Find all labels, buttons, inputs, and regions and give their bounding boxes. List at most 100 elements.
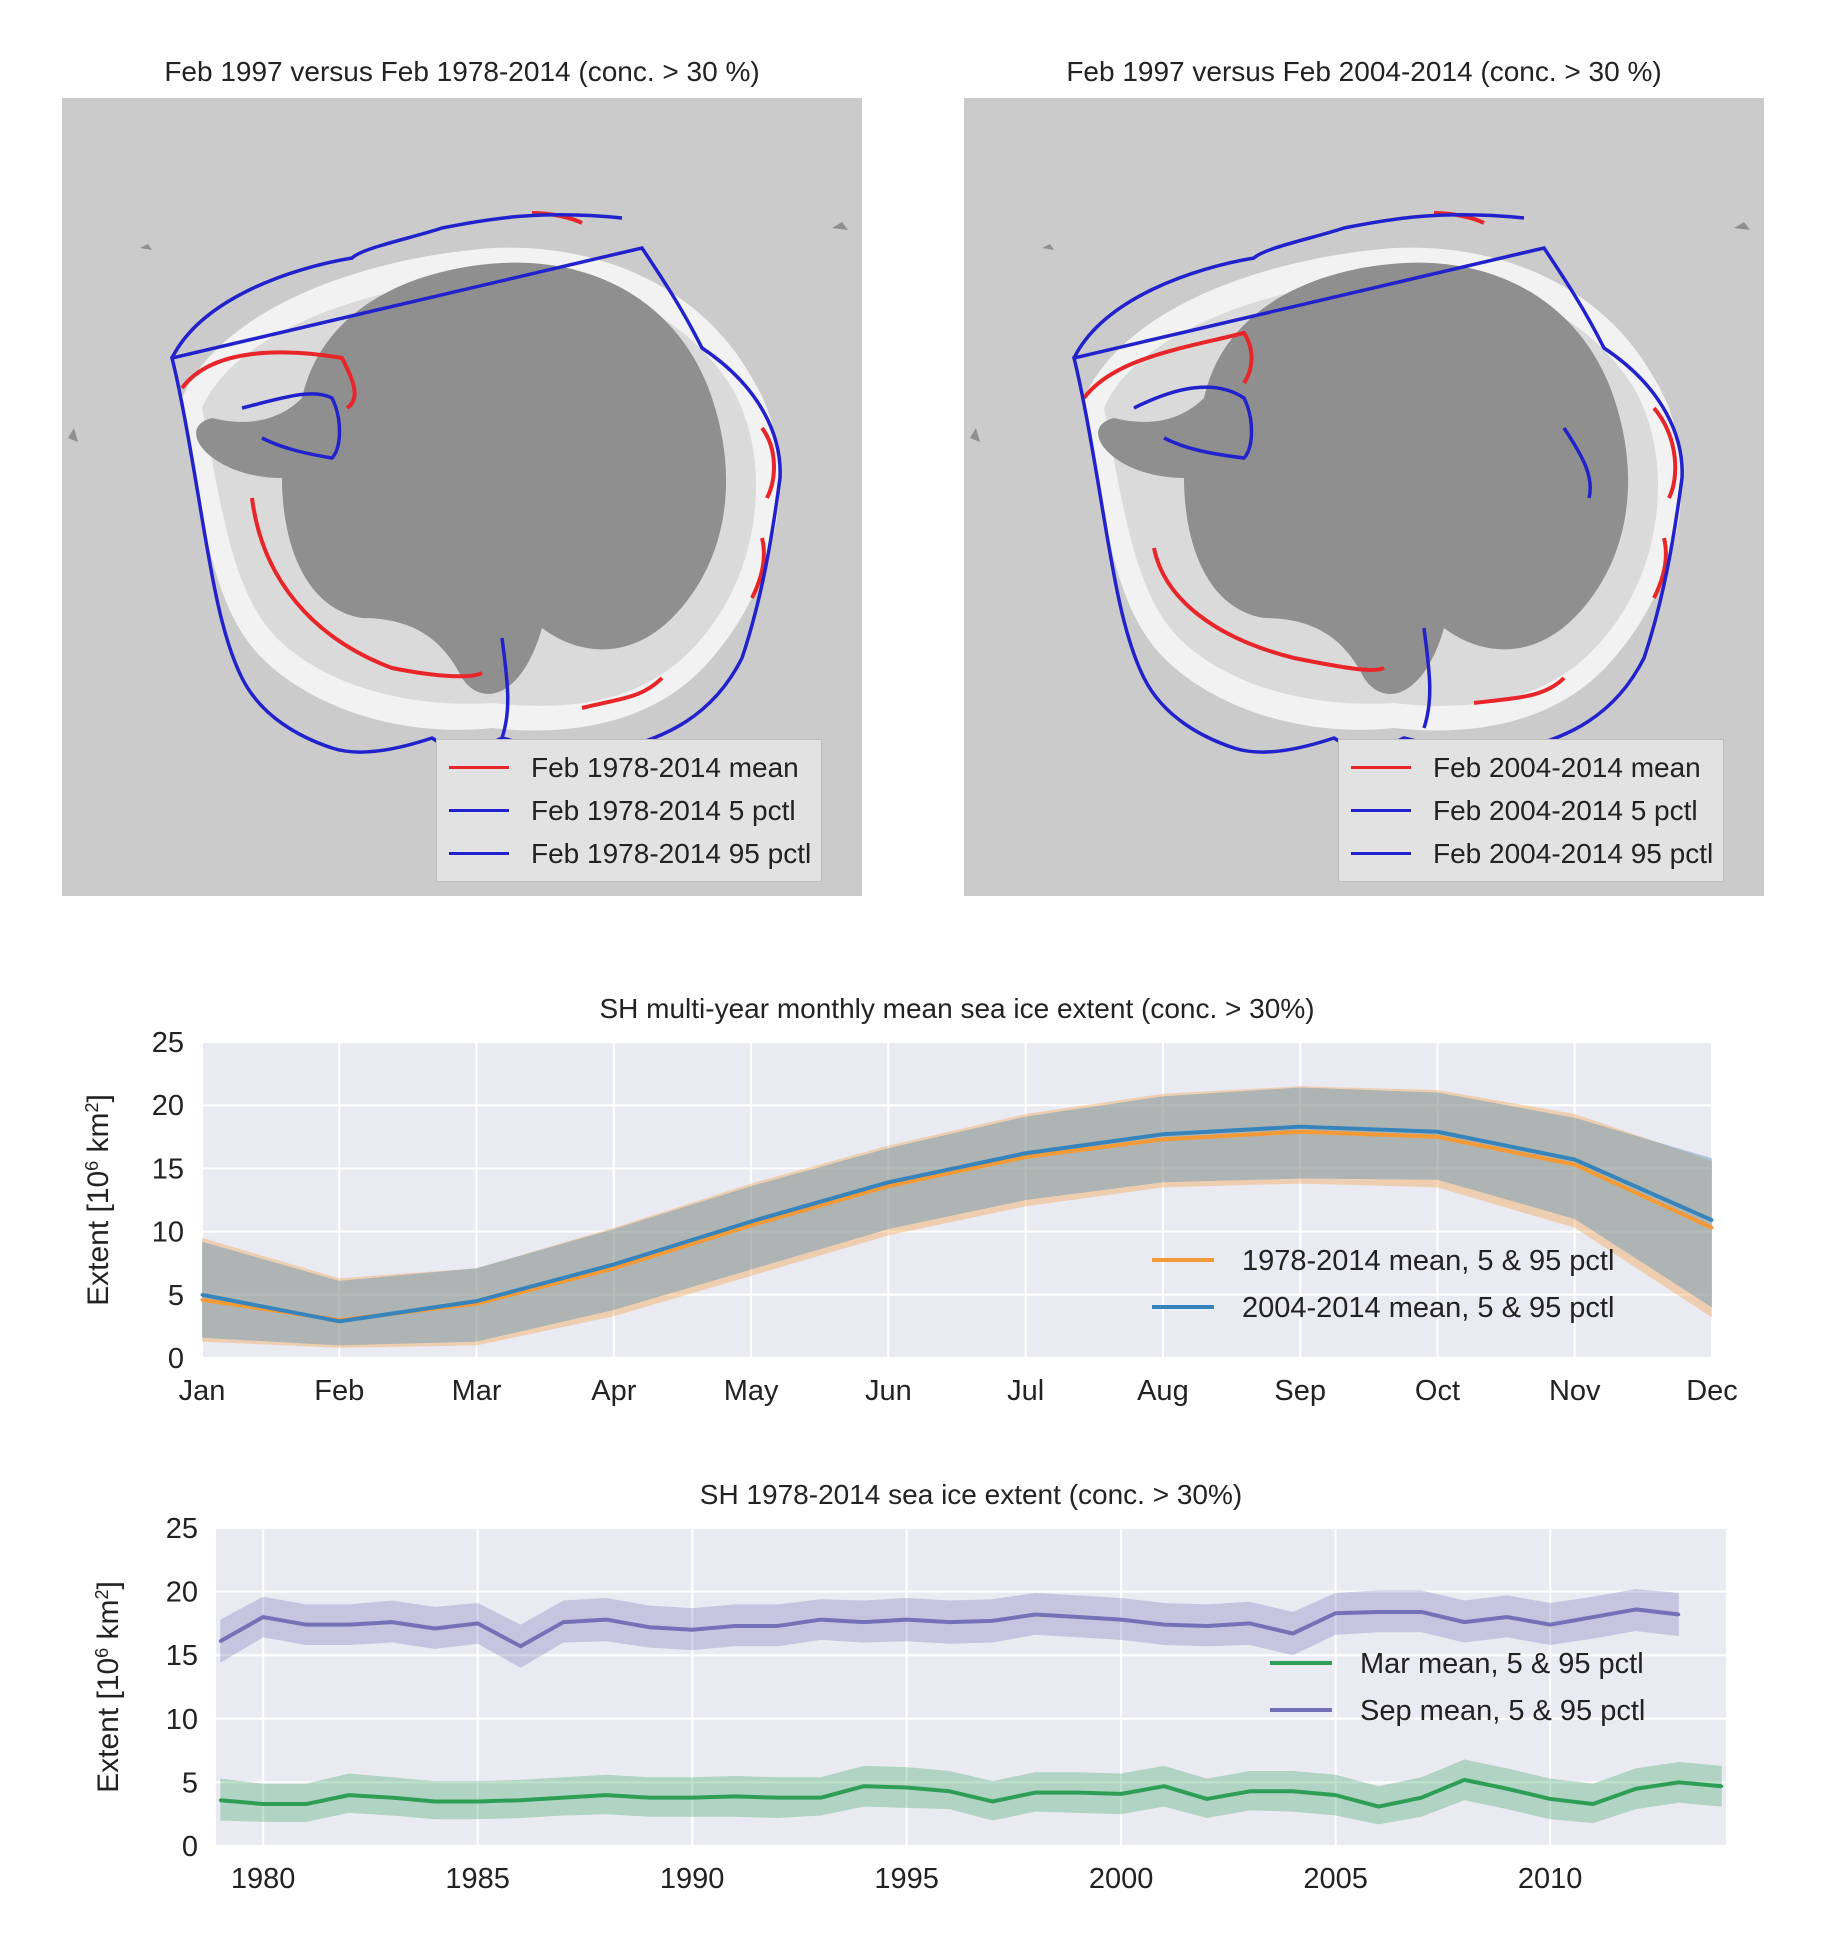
data-point	[1419, 1796, 1423, 1800]
data-point	[862, 1620, 866, 1624]
data-point	[1505, 1787, 1509, 1791]
data-point	[776, 1796, 780, 1800]
data-point	[990, 1799, 994, 1803]
legend-label: Feb 1978-2014 mean	[531, 751, 799, 783]
data-point	[1248, 1789, 1252, 1793]
series-band	[220, 1759, 1722, 1825]
pctl-5-contour	[241, 392, 510, 739]
monthly-extent-chart: SH multi-year monthly mean sea ice exten…	[82, 993, 1738, 1407]
data-point	[733, 1624, 737, 1628]
data-point	[776, 1624, 780, 1628]
y-tick-label: 0	[182, 1831, 198, 1863]
data-point	[519, 1798, 523, 1802]
y-tick-label: 25	[166, 1513, 198, 1545]
legend-label: Sep mean, 5 & 95 pctl	[1360, 1695, 1645, 1727]
x-tick-label: Sep	[1274, 1375, 1326, 1407]
data-point	[886, 1180, 890, 1184]
data-point	[200, 1293, 204, 1297]
data-point	[561, 1796, 565, 1800]
data-point	[1205, 1797, 1209, 1801]
y-axis-label: Extent [106 km2]	[82, 1094, 115, 1306]
legend-label: Feb 2004-2014 mean	[1433, 751, 1701, 783]
legend-label: Mar mean, 5 & 95 pctl	[1360, 1648, 1644, 1680]
legend-swatch-blue	[449, 809, 509, 812]
y-tick-label: 5	[182, 1767, 198, 1799]
data-point	[1677, 1780, 1681, 1784]
legend-item: Feb 1978-2014 mean	[449, 746, 811, 789]
pctl-5-contour	[1133, 385, 1592, 729]
data-point	[304, 1802, 308, 1806]
data-point	[1419, 1610, 1423, 1614]
y-tick-label: 25	[152, 1027, 184, 1059]
legend-label: Feb 1978-2014 5 pctl	[531, 794, 796, 826]
data-point	[733, 1794, 737, 1798]
data-point	[1291, 1789, 1295, 1793]
data-point	[1162, 1623, 1166, 1627]
legend-swatch-red	[1351, 766, 1411, 769]
y-tick-label: 5	[168, 1280, 184, 1312]
data-point	[1435, 1135, 1439, 1139]
data-point	[519, 1644, 523, 1648]
data-point	[1710, 1226, 1714, 1230]
data-point	[390, 1620, 394, 1624]
data-point	[1435, 1130, 1439, 1134]
legend-label: Feb 2004-2014 5 pctl	[1433, 794, 1698, 826]
data-point	[1119, 1618, 1123, 1622]
data-point	[990, 1619, 994, 1623]
series-line	[201, 1124, 1713, 1324]
data-point	[1573, 1158, 1577, 1162]
data-point	[1291, 1632, 1295, 1636]
x-tick-label: Apr	[591, 1375, 636, 1407]
data-point	[647, 1625, 651, 1629]
data-point	[948, 1789, 952, 1793]
legend-item: Feb 2004-2014 95 pctl	[1351, 832, 1713, 875]
data-point	[218, 1639, 222, 1643]
y-tick-label: 15	[152, 1153, 184, 1185]
y-tick-label: 0	[168, 1343, 184, 1375]
data-point	[905, 1785, 909, 1789]
legend-swatch-red	[449, 766, 509, 769]
x-tick-label: Jul	[1007, 1375, 1044, 1407]
legend-label: Feb 2004-2014 95 pctl	[1433, 837, 1714, 869]
data-point	[261, 1615, 265, 1619]
y-tick-label: 10	[152, 1217, 184, 1249]
x-tick-label: Dec	[1686, 1375, 1738, 1407]
data-point	[261, 1802, 265, 1806]
x-tick-label: Jun	[865, 1375, 912, 1407]
chart-title: SH multi-year monthly mean sea ice exten…	[599, 993, 1314, 1024]
data-point	[1591, 1802, 1595, 1806]
data-point	[604, 1793, 608, 1797]
data-point	[1024, 1151, 1028, 1155]
data-point	[1548, 1623, 1552, 1627]
data-point	[304, 1623, 308, 1627]
x-tick-label: Aug	[1137, 1375, 1189, 1407]
x-tick-label: 1990	[660, 1863, 725, 1895]
plot-area	[216, 1528, 1726, 1846]
data-point	[337, 1319, 341, 1323]
legend-item: Feb 1978-2014 95 pctl	[449, 832, 811, 875]
y-axis-label: Extent [106 km2]	[92, 1581, 125, 1793]
data-point	[948, 1620, 952, 1624]
data-point	[1377, 1610, 1381, 1614]
x-tick-label: Jan	[179, 1375, 226, 1407]
map-title: Feb 1997 versus Feb 2004-2014 (conc. > 3…	[1066, 56, 1662, 87]
data-point	[390, 1796, 394, 1800]
data-point	[1033, 1791, 1037, 1795]
data-point	[200, 1298, 204, 1302]
legend-item: Feb 2004-2014 mean	[1351, 746, 1713, 789]
data-point	[905, 1618, 909, 1622]
mean-contour	[180, 211, 776, 710]
legend-swatch-blue	[1351, 809, 1411, 812]
data-point	[1462, 1620, 1466, 1624]
series-band	[202, 1086, 1712, 1348]
data-point	[612, 1262, 616, 1266]
data-point	[862, 1784, 866, 1788]
x-tick-label: 1985	[445, 1863, 510, 1895]
data-point	[1205, 1624, 1209, 1628]
x-tick-label: 1980	[231, 1863, 296, 1895]
data-point	[1634, 1607, 1638, 1611]
x-tick-label: Oct	[1415, 1375, 1460, 1407]
data-point	[476, 1799, 480, 1803]
data-point	[1298, 1125, 1302, 1129]
data-point	[647, 1796, 651, 1800]
